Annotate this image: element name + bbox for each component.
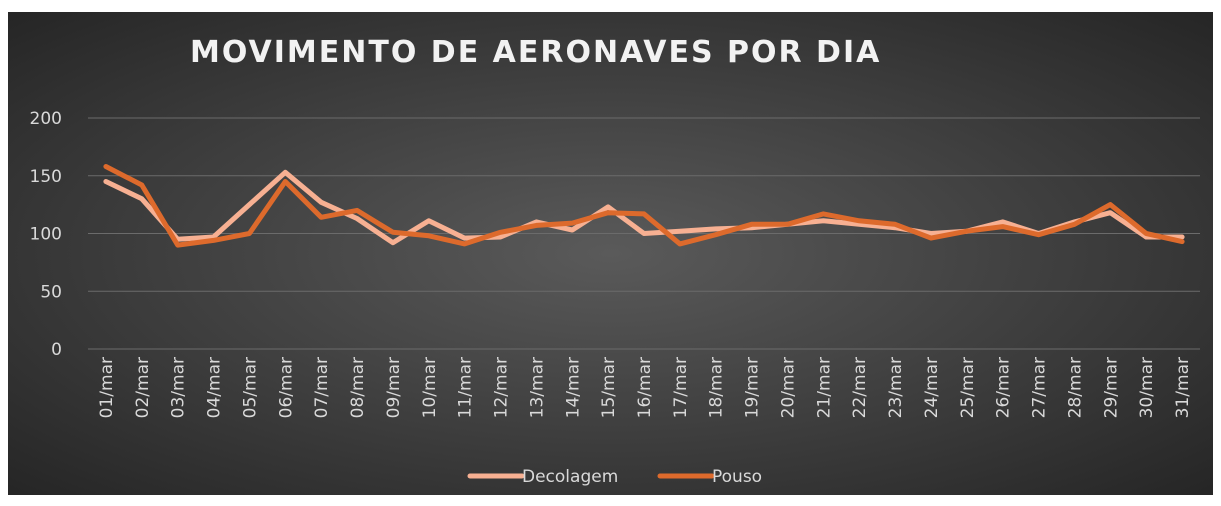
x-tick-label: 30/mar <box>1137 357 1157 418</box>
x-tick-label: 15/mar <box>599 357 619 418</box>
legend-label: Pouso <box>712 467 762 487</box>
x-tick-label: 12/mar <box>492 357 512 418</box>
x-tick-label: 07/mar <box>312 357 332 418</box>
x-tick-label: 20/mar <box>778 357 798 418</box>
x-tick-label: 03/mar <box>169 357 189 418</box>
y-tick-label: 0 <box>51 340 62 360</box>
x-tick-label: 25/mar <box>958 357 978 418</box>
x-tick-label: 16/mar <box>635 357 655 418</box>
y-tick-label: 100 <box>30 225 62 245</box>
x-tick-label: 19/mar <box>743 357 763 418</box>
x-tick-label: 24/mar <box>922 357 942 418</box>
x-tick-label: 04/mar <box>205 357 225 418</box>
chart-title: MOVIMENTO DE AERONAVES POR DIA <box>190 35 881 70</box>
x-tick-label: 28/mar <box>1065 357 1085 418</box>
line-series <box>103 164 1185 248</box>
x-tick-label: 31/mar <box>1173 357 1193 418</box>
x-tick-label: 14/mar <box>563 357 583 418</box>
line-series <box>103 169 1185 246</box>
x-tick-label: 11/mar <box>456 357 476 418</box>
x-tick-label: 10/mar <box>420 357 440 418</box>
x-tick-label: 17/mar <box>671 357 691 418</box>
chart-background <box>8 12 1213 495</box>
x-tick-label: 01/mar <box>97 357 117 418</box>
x-tick-label: 08/mar <box>348 357 368 418</box>
y-tick-label: 50 <box>40 282 62 302</box>
x-tick-label: 13/mar <box>527 357 547 418</box>
x-tick-label: 09/mar <box>384 357 404 418</box>
x-tick-label: 21/mar <box>814 357 834 418</box>
legend-label: Decolagem <box>522 467 618 487</box>
y-tick-label: 200 <box>30 109 62 129</box>
x-tick-label: 22/mar <box>850 357 870 418</box>
x-tick-label: 02/mar <box>133 357 153 418</box>
x-tick-label: 18/mar <box>707 357 727 418</box>
x-tick-label: 26/mar <box>994 357 1014 418</box>
x-tick-label: 05/mar <box>240 357 260 418</box>
x-tick-label: 23/mar <box>886 357 906 418</box>
x-tick-label: 06/mar <box>276 357 296 418</box>
x-tick-label: 29/mar <box>1101 357 1121 418</box>
y-tick-label: 150 <box>30 167 62 187</box>
x-tick-label: 27/mar <box>1030 357 1050 418</box>
